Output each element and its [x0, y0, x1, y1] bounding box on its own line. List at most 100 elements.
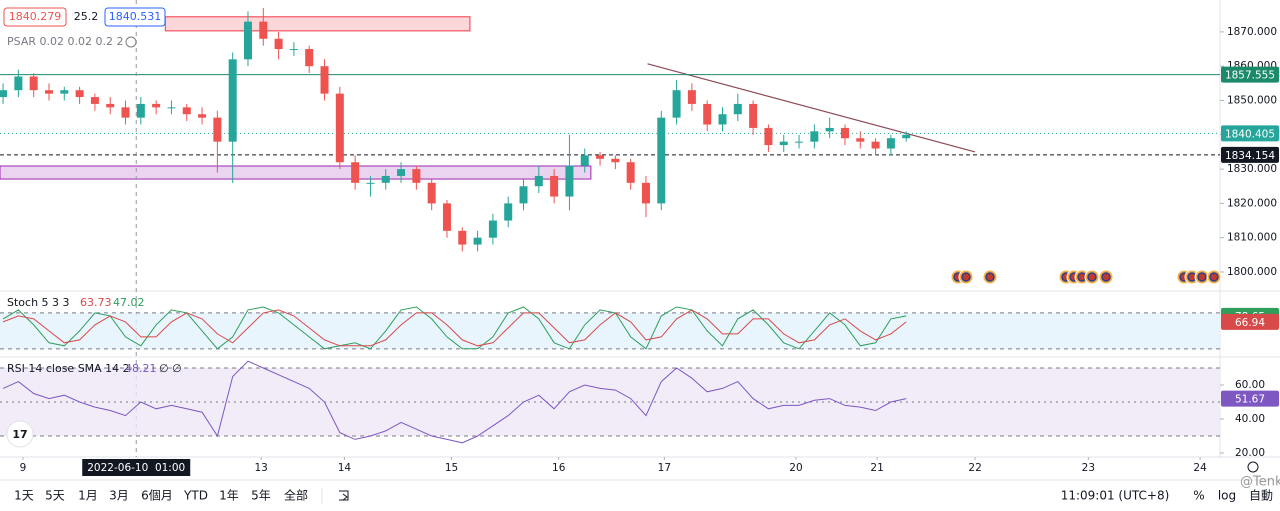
candle-body [764, 127, 773, 146]
indicator-line [2, 306, 907, 350]
x-tick-label: 21 [870, 462, 883, 474]
clock: 11:09:01 (UTC+8) [1061, 489, 1170, 503]
legend-box [104, 7, 166, 27]
visibility-icon[interactable] [125, 36, 137, 48]
legend-value: 63.73 [80, 296, 112, 309]
candle-body [136, 103, 145, 118]
y-tick-label: 1850.000 [1227, 94, 1277, 106]
candle-body [626, 162, 635, 183]
candle-body [871, 141, 880, 149]
range-button[interactable]: 5年 [251, 489, 271, 503]
tv-logo: 17 [6, 420, 34, 448]
candle-body [825, 127, 834, 132]
candle-body [473, 237, 482, 245]
range-button[interactable]: 6個月 [141, 489, 173, 503]
candle-body [305, 49, 314, 67]
event-flag [1209, 272, 1219, 282]
drawings [0, 0, 1220, 457]
y-tick-label: 40.00 [1235, 413, 1265, 425]
candle-body [795, 141, 804, 143]
candle-body [412, 169, 421, 183]
candle-body [504, 203, 513, 221]
candle-body [856, 138, 865, 142]
x-tick-label: 22 [968, 462, 981, 474]
indicator-title: Stoch 5 3 3 [7, 296, 70, 309]
y-tick-label: 20.00 [1235, 447, 1265, 459]
x-tick-label: 9 [20, 462, 27, 474]
candle-body [733, 103, 742, 115]
y-tick-label: 1820.000 [1227, 197, 1277, 209]
candle-body [289, 49, 298, 51]
candle-body [565, 165, 574, 197]
axis-option[interactable]: log [1218, 489, 1236, 503]
x-tick-label: 23 [1082, 462, 1095, 474]
price-label: 1857.555 [1225, 70, 1275, 82]
price-label-box [1221, 66, 1279, 83]
candle-body [381, 175, 390, 183]
axis-option[interactable]: % [1193, 489, 1204, 503]
replay-icon[interactable] [339, 490, 349, 501]
candle-body [550, 175, 559, 197]
candle-body [427, 182, 436, 204]
candle-body [259, 21, 268, 39]
legend-box [3, 7, 67, 27]
range-button[interactable]: 1天 [14, 489, 34, 503]
range-button[interactable]: 3月 [109, 489, 129, 503]
candle-body [106, 103, 115, 108]
candle-body [274, 38, 283, 50]
price-label-box [1221, 390, 1279, 407]
logo-circle [6, 420, 34, 448]
candle-body [810, 131, 819, 142]
candle-body [243, 21, 252, 60]
candle-body [519, 186, 528, 204]
legend-value: 25.2 [74, 10, 99, 23]
candle-body [687, 90, 696, 104]
candle-body [840, 127, 849, 139]
candle-body [44, 90, 53, 94]
price-label-box [1221, 125, 1279, 142]
candle-body [167, 107, 176, 109]
zone [0, 165, 592, 180]
candle-body [335, 93, 344, 163]
candle-body [320, 66, 329, 94]
indicator-label: PSAR 0.02 0.02 0.2 2 [7, 35, 123, 48]
x-tick-label: 17 [658, 462, 671, 474]
candle-body [14, 76, 23, 91]
price-label-box [1221, 313, 1279, 330]
candle-body [0, 90, 8, 98]
candle-body [886, 138, 895, 149]
zone [164, 16, 471, 32]
candle-body [213, 117, 222, 142]
axis-option[interactable]: 自動 [1249, 489, 1273, 503]
settings-icon[interactable] [1247, 461, 1259, 473]
candle-body [351, 162, 360, 183]
legend-value: 1840.279 [9, 10, 62, 23]
range-button[interactable]: 5天 [45, 489, 65, 503]
indicator-line [2, 309, 907, 347]
candle-body [458, 230, 467, 245]
candle-body [657, 117, 666, 204]
price-label: 1834.154 [1225, 150, 1275, 162]
overlay: @Tenka 17 1857.555 1840.405 1834.154 2022-0… [3, 7, 1280, 504]
range-button[interactable]: 1年 [219, 489, 239, 503]
trendline [647, 63, 976, 153]
candle-body [749, 103, 758, 128]
candle-body [152, 103, 161, 108]
candle-body [580, 155, 589, 166]
range-button[interactable]: 全部 [284, 488, 308, 503]
range-button[interactable]: YTD [183, 489, 208, 503]
candle-body [90, 97, 99, 104]
indicator-title: RSI 14 close SMA 14 2 [7, 362, 130, 375]
x-tick-label: 20 [789, 462, 802, 474]
range-button[interactable]: 1月 [78, 489, 98, 503]
x-tick-label: 24 [1193, 462, 1207, 474]
band-fill [0, 312, 1220, 349]
band-fill [0, 368, 1220, 436]
event-flag [1101, 272, 1111, 282]
price-label: 51.67 [1235, 394, 1265, 406]
crosshair-label: 2022-06-10 01:00 [87, 462, 185, 474]
watermark: @Tenka [1240, 475, 1280, 490]
candle-body [366, 182, 375, 184]
price-label: 1840.405 [1225, 128, 1275, 140]
candle-body [228, 59, 237, 142]
